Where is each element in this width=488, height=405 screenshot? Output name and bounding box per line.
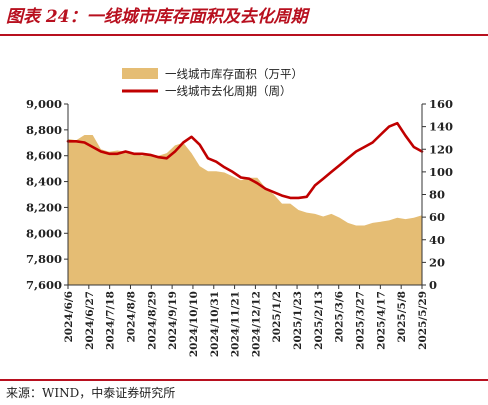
legend-swatch-inventory: [122, 68, 158, 79]
x-tick-label: 2024/6/6: [63, 291, 75, 343]
y-right-tick-label: 40: [429, 233, 445, 247]
x-tick-label: 2024/8/29: [146, 291, 158, 350]
x-tick-label: 2024/11/21: [230, 291, 242, 357]
y-right-tick-label: 80: [429, 188, 445, 202]
x-tick-label: 2024/9/19: [167, 291, 179, 350]
x-tick-label: 2025/3/6: [334, 291, 346, 343]
axes: 7,600 7,800 8,000 8,200 8,400 8,600 8,800 9,000…: [26, 97, 453, 357]
x-tick-label: 2025/1/2: [271, 291, 283, 343]
destock-cycle-line-layer: [66, 121, 424, 200]
bottom-rule: [0, 379, 488, 381]
inventory-area-layer: [68, 135, 422, 285]
source-note: 来源：WIND，中泰证券研究所: [6, 386, 176, 400]
x-tick-label: 2024/10/31: [209, 291, 221, 357]
x-tick-label: 2024/7/18: [105, 291, 117, 350]
y-left-tick-label: 8,000: [26, 226, 62, 240]
legend-label-inventory: 一线城市库存面积（万平）: [165, 67, 303, 81]
x-tick-label: 2025/1/23: [292, 291, 304, 350]
x-tick-label: 2024/6/27: [84, 291, 96, 350]
chart: 7,600 7,800 8,000 8,200 8,400 8,600 8,800 9,000…: [26, 67, 453, 357]
y-left-tick-label: 9,000: [26, 97, 62, 111]
title-rule: [0, 34, 488, 36]
x-tick-label: 2024/12/12: [250, 291, 262, 357]
y-right-tick-label: 100: [429, 165, 453, 179]
y-left-tick-label: 7,800: [26, 252, 62, 266]
y-left-tick-label: 8,800: [26, 123, 62, 137]
inventory-area: [68, 135, 422, 285]
legend: 一线城市库存面积（万平） 一线城市去化周期（周）: [122, 67, 303, 98]
x-tick-label: 2025/3/27: [355, 291, 367, 350]
y-right-tick-label: 160: [429, 97, 453, 111]
x-tick-label: 2024/10/10: [188, 291, 200, 357]
y-right-tick-label: 20: [429, 255, 445, 269]
x-tick-label: 2025/5/8: [396, 291, 408, 343]
y-right-tick-label: 120: [429, 142, 453, 156]
x-tick-label: 2025/2/13: [313, 291, 325, 350]
x-tick-label: 2025/4/17: [375, 291, 387, 350]
y-right-tick-label: 60: [429, 210, 445, 224]
destock-cycle-line: [66, 121, 424, 200]
y-left-tick-label: 8,400: [26, 175, 62, 189]
x-tick-label: 2025/5/29: [417, 291, 429, 350]
figure-title: 图表 24：一线城市库存面积及去化周期: [6, 7, 308, 27]
x-tick-label: 2024/8/8: [125, 291, 137, 343]
y-left-tick-label: 8,200: [26, 200, 62, 214]
y-right-tick-label: 0: [429, 278, 437, 292]
y-right-tick-label: 140: [429, 120, 453, 134]
legend-label-cycle: 一线城市去化周期（周）: [165, 84, 292, 98]
y-left-tick-label: 8,600: [26, 149, 62, 163]
y-left-tick-label: 7,600: [26, 278, 62, 292]
